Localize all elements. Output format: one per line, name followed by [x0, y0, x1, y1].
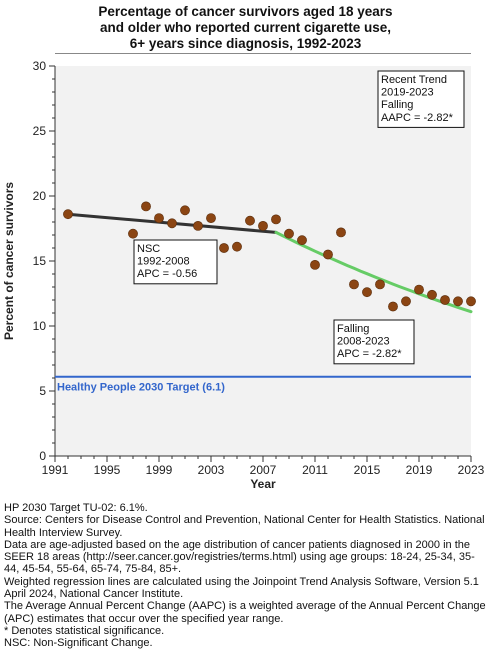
title-divider: [55, 53, 471, 54]
data-point: [323, 249, 333, 260]
data-point: [245, 215, 255, 226]
data-point: [167, 218, 177, 229]
annotation-text: AAPC = -2.82*: [381, 112, 454, 124]
annotation-text: 1992-2008: [137, 256, 190, 268]
target-label: Healthy People 2030 Target (6.1): [57, 382, 225, 394]
y-tick-label: 15: [33, 254, 47, 268]
x-tick-label: 2003: [198, 463, 225, 477]
data-point: [414, 284, 424, 295]
data-point: [180, 205, 190, 216]
x-tick-label: 1999: [146, 463, 173, 477]
footnote-target: HP 2030 Target TU-02: 6.1%.: [4, 502, 148, 514]
data-point: [362, 287, 372, 298]
annotation-text: APC = -0.56: [137, 268, 197, 280]
x-tick-label: 2007: [250, 463, 277, 477]
annotation-box: [377, 70, 465, 128]
footnote-nsc: NSC: Non-Significant Change.: [4, 637, 153, 650]
x-tick-label: 2011: [302, 463, 328, 477]
data-point: [232, 241, 242, 252]
chart-title-line: Percentage of cancer survivors aged 18 y…: [98, 4, 393, 19]
data-point: [297, 235, 307, 246]
annotation-text: NSC: [137, 243, 160, 255]
y-axis-label: Percent of cancer survivors: [2, 182, 16, 340]
x-tick-label: 1991: [42, 463, 69, 477]
data-point: [193, 220, 203, 231]
footnote-age-adjustment: Data are age-adjusted based on the age d…: [4, 538, 475, 576]
data-point: [219, 243, 229, 253]
data-point: [63, 209, 73, 220]
data-point: [375, 279, 385, 290]
data-point: [466, 296, 476, 307]
data-point: [141, 201, 151, 212]
annotation-text: Recent Trend: [381, 74, 447, 86]
data-point: [154, 213, 164, 223]
x-tick-label: 2019: [406, 463, 433, 477]
data-point: [349, 279, 359, 290]
y-tick-label: 5: [39, 384, 46, 398]
chart-title: Percentage of cancer survivors aged 18 y…: [0, 4, 491, 52]
annotation-text: Falling: [337, 323, 369, 335]
trend-chart: 0 5 10 15 20 25 30 1991 1995 1999 2003 2007 2011 2015…: [2, 59, 485, 491]
data-point: [401, 296, 411, 307]
footnote-significance: * Denotes statistical significance.: [4, 624, 165, 637]
data-point: [284, 228, 294, 239]
y-tick-label: 10: [33, 319, 47, 333]
data-point: [453, 296, 463, 307]
y-tick-label: 25: [33, 124, 47, 138]
data-point: [310, 259, 320, 270]
y-tick-label: 30: [33, 59, 47, 73]
trend-line-segment-2: [274, 230, 473, 314]
annotation-box: [133, 239, 218, 285]
x-tick-label: 2023: [458, 463, 485, 477]
footnote-aapc: The Average Annual Percent Change (AAPC)…: [4, 600, 486, 625]
x-tick-label: 1995: [94, 463, 121, 477]
footnote-source: Source: Centers for Disease Control and …: [4, 514, 485, 539]
x-axis-label: Year: [250, 477, 276, 491]
data-point: [336, 227, 346, 238]
data-point: [206, 213, 216, 223]
annotation-text: 2008-2023: [337, 336, 390, 348]
annotation-text: Falling: [381, 99, 413, 111]
y-tick-label: 20: [33, 189, 47, 203]
data-point: [258, 220, 268, 231]
data-point: [440, 295, 450, 305]
data-point: [388, 301, 398, 312]
annotation-text: APC = -2.82*: [337, 348, 402, 360]
annotation-box: [333, 319, 415, 365]
x-tick-label: 2015: [354, 463, 381, 477]
plot-area: [55, 66, 471, 456]
data-point: [271, 214, 281, 225]
footnotes: HP 2030 Target TU-02: 6.1%. Source: Cent…: [4, 502, 488, 650]
chart-title-line: and older who reported current cigarette…: [99, 20, 392, 35]
y-tick-label: 0: [39, 449, 46, 463]
chart-title-line: 6+ years since diagnosis, 1992-2023: [129, 36, 362, 51]
data-point: [128, 228, 138, 239]
data-point: [427, 289, 437, 300]
annotation-text: 2019-2023: [381, 87, 434, 99]
footnote-regression: Weighted regression lines are calculated…: [4, 575, 479, 601]
